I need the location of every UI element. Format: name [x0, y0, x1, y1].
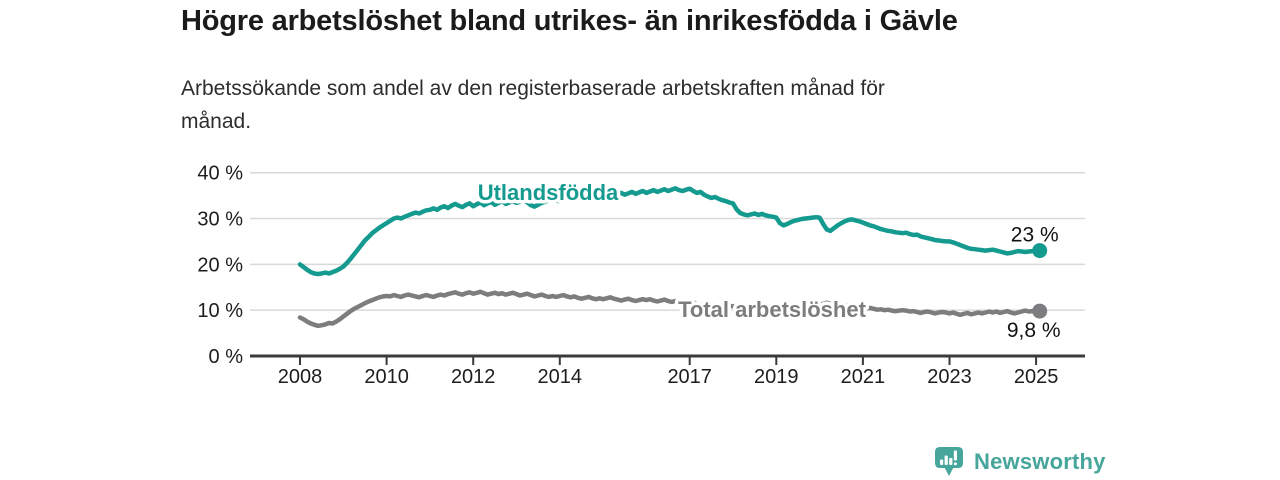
chart-subtitle-line2: månad.	[181, 110, 252, 133]
x-tick-label: 2025	[1014, 366, 1059, 388]
chart-title: Högre arbetslöshet bland utrikes- än inr…	[181, 5, 958, 37]
x-tick-label: 2023	[927, 366, 972, 388]
x-tick-label: 2021	[841, 366, 886, 388]
y-tick-label: 10 %	[197, 300, 243, 322]
brand-name: Newsworthy	[974, 449, 1106, 474]
newsworthy-logo-icon	[935, 447, 963, 476]
y-tick-label: 0 %	[209, 346, 244, 368]
y-tick-label: 30 %	[197, 209, 243, 231]
series-end-dot	[1032, 243, 1048, 259]
series-end-dot	[1032, 303, 1048, 319]
x-tick-label: 2019	[754, 366, 799, 388]
chart-subtitle: Arbetssökande som andel av den registerb…	[181, 72, 885, 138]
series-label-halo: Utlandsfödda	[478, 180, 619, 205]
end-value-label: 23 %	[1011, 224, 1059, 247]
brand-footer: Newsworthy	[933, 444, 1106, 480]
series-label-halo: Total arbetslöshet	[678, 297, 867, 322]
series-line-utlandsfodda	[297, 186, 1042, 277]
chart-subtitle-line1: Arbetssökande som andel av den registerb…	[181, 77, 885, 100]
x-tick-label: 2010	[364, 366, 409, 388]
series-line-total	[297, 289, 1042, 329]
x-tick-label: 2012	[451, 366, 496, 388]
x-tick-label: 2008	[278, 366, 323, 388]
series-label: Utlandsfödda	[478, 180, 619, 205]
end-value-label: 9,8 %	[1007, 319, 1061, 342]
series-label: Total arbetslöshet	[678, 297, 867, 322]
x-tick-label: 2017	[667, 366, 712, 388]
y-tick-label: 20 %	[197, 254, 243, 276]
x-tick-label: 2014	[538, 366, 583, 388]
y-tick-label: 40 %	[197, 163, 243, 185]
